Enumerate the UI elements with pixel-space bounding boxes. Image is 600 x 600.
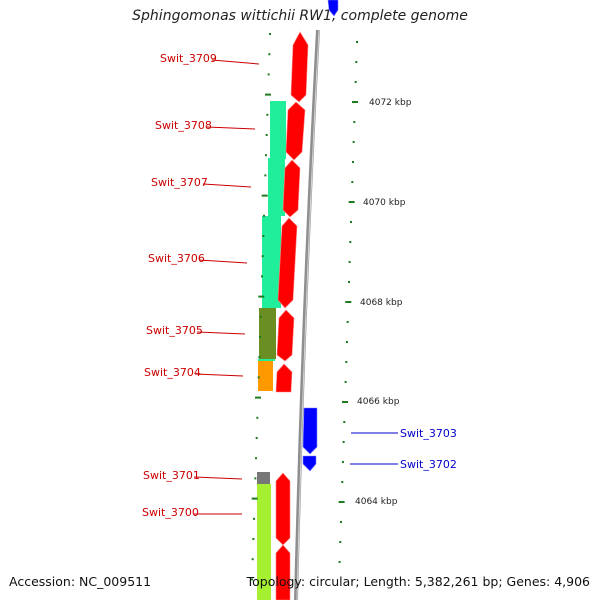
cog-color-block — [268, 158, 285, 216]
svg-text:Swit_3703: Swit_3703 — [400, 427, 457, 440]
gene-label-swit-3702[interactable]: Swit_3702 — [350, 458, 457, 471]
cog-color-block — [257, 472, 270, 484]
reverse-cds-arrow — [302, 455, 317, 472]
svg-text:Swit_3708: Swit_3708 — [155, 119, 212, 132]
forward-cds-arrow — [282, 159, 301, 218]
gene-label-swit-3709[interactable]: Swit_3709 — [160, 52, 260, 65]
kbp-label: 4068 kbp — [360, 298, 403, 308]
svg-text:Swit_3705: Swit_3705 — [146, 324, 203, 337]
cog-color-block — [258, 361, 273, 391]
reverse-cds-partial — [327, 0, 339, 17]
reverse-cds-arrow — [302, 407, 318, 455]
forward-cds-arrow — [275, 544, 291, 600]
svg-text:Swit_3706: Swit_3706 — [148, 252, 205, 265]
cog-color-block — [270, 101, 286, 159]
kbp-label: 4070 kbp — [363, 198, 406, 208]
map-title: Sphingomonas wittichii RW1, complete gen… — [132, 8, 468, 24]
svg-text:Swit_3700: Swit_3700 — [142, 506, 199, 519]
svg-text:Swit_3702: Swit_3702 — [400, 458, 457, 471]
gene-label-swit-3706[interactable]: Swit_3706 — [148, 252, 248, 265]
svg-text:Swit_3707: Swit_3707 — [151, 176, 208, 189]
cog-color-block — [257, 484, 271, 600]
forward-cds-arrow — [275, 363, 293, 393]
gene-label-swit-3704[interactable]: Swit_3704 — [144, 366, 244, 379]
gene-label-swit-3708[interactable]: Swit_3708 — [155, 119, 256, 132]
accession-label: Accession: NC_009511 — [9, 574, 152, 589]
kbp-label: 4066 kbp — [357, 397, 400, 407]
gene-label-swit-3701[interactable]: Swit_3701 — [143, 469, 243, 482]
outer-tick-marks — [338, 41, 358, 563]
gene-label-swit-3707[interactable]: Swit_3707 — [151, 176, 252, 189]
kbp-label: 4072 kbp — [369, 98, 412, 108]
kbp-label: 4064 kbp — [355, 497, 398, 507]
forward-cds-arrow — [276, 309, 295, 362]
svg-text:Swit_3704: Swit_3704 — [144, 366, 201, 379]
forward-cds-arrow — [285, 101, 306, 161]
gene-label-swit-3705[interactable]: Swit_3705 — [146, 324, 246, 337]
svg-text:Swit_3701: Swit_3701 — [143, 469, 200, 482]
inner-tick-marks — [251, 33, 272, 581]
cog-color-block — [259, 308, 276, 359]
gene-label-swit-3703[interactable]: Swit_3703 — [351, 427, 457, 440]
forward-cds-arrow — [277, 217, 298, 309]
forward-cds-arrow — [275, 472, 291, 546]
gene-label-swit-3700[interactable]: Swit_3700 — [142, 506, 242, 519]
genome-backbone — [294, 29, 320, 600]
forward-cds-arrow — [290, 31, 309, 103]
topology-label: Topology: circular; Length: 5,382,261 bp… — [246, 574, 590, 589]
svg-text:Swit_3709: Swit_3709 — [160, 52, 217, 65]
cog-color-block — [258, 359, 275, 361]
genome-backbone-highlight — [296, 29, 320, 600]
cog-color-block — [262, 216, 281, 308]
